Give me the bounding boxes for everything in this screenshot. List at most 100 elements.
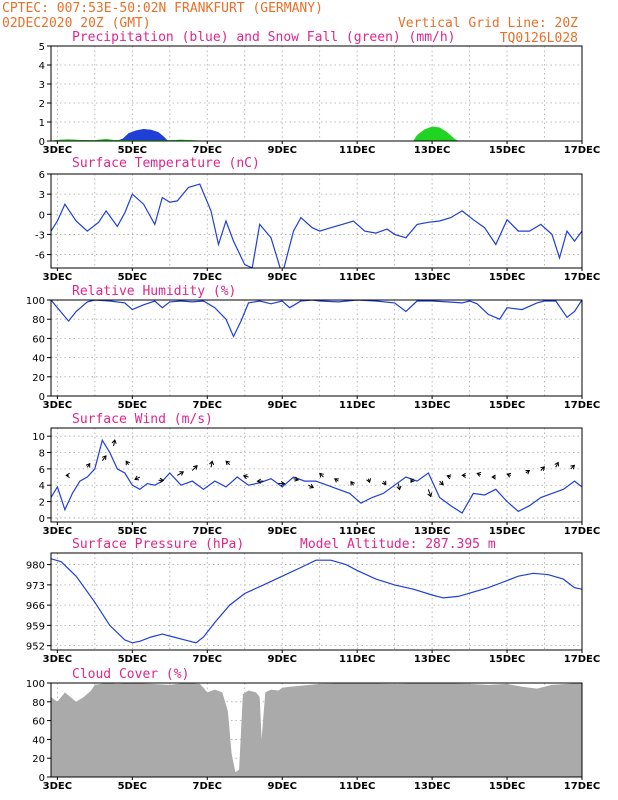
x-tick-label: 3DEC xyxy=(43,145,72,156)
wind-vector-head xyxy=(446,474,452,480)
y-tick-label: 10 xyxy=(32,432,45,443)
y-tick-label: 60 xyxy=(32,334,45,345)
x-tick-label: 11DEC xyxy=(339,526,375,537)
wind-vector xyxy=(177,471,184,476)
panels: 0 1 2 3 4 5 3DEC 5DEC 7DEC 9DEC 11DEC 13DEC 15DEC 17D… xyxy=(26,30,600,792)
x-tick-label: 5DEC xyxy=(118,272,147,283)
wind-vector-head xyxy=(439,480,444,486)
wind-vector-head xyxy=(570,464,576,470)
x-tick-label: 13DEC xyxy=(414,781,450,792)
wind-vector xyxy=(101,455,107,461)
panel-frame xyxy=(50,682,583,778)
panel-frame xyxy=(50,427,583,523)
x-tick-label: 15DEC xyxy=(489,781,525,792)
y-tick-label: 80 xyxy=(32,315,45,326)
y-tick-label: 2 xyxy=(39,99,45,110)
y-tick-label: 20 xyxy=(32,373,45,384)
wind-vector-head xyxy=(225,460,231,466)
panel-1: 0 1 2 3 4 5 3DEC 5DEC 7DEC 9DEC 11DEC 13DEC 15DEC 17D… xyxy=(39,30,601,156)
y-tick-label: -6 xyxy=(35,251,45,262)
x-tick-label: 17DEC xyxy=(564,654,600,665)
y-tick-label: 973 xyxy=(26,581,45,592)
wind-vector-head xyxy=(125,460,131,466)
panel-2: -6 -3 0 3 6 3DEC 5DEC 7DEC 9DEC 11DEC 13DEC 15DEC 17… xyxy=(35,156,600,283)
x-tick-label: 17DEC xyxy=(564,272,600,283)
y-tick-label: 966 xyxy=(26,601,45,612)
x-tick-label: 9DEC xyxy=(267,654,296,665)
panel-frame xyxy=(50,299,583,397)
y-tick-label: 2 xyxy=(39,498,45,509)
panel-5: 952 959 966 973 980 3DEC 5DEC 7DEC 9DEC 11DEC 13DE… xyxy=(26,537,600,665)
x-tick-label: 15DEC xyxy=(489,654,525,665)
y-tick-label: 100 xyxy=(26,296,45,307)
series-line xyxy=(51,558,582,644)
wind-vector-head xyxy=(280,481,286,487)
x-tick-label: 13DEC xyxy=(414,654,450,665)
y-tick-label: 4 xyxy=(39,61,45,72)
wind-vector-head xyxy=(461,472,466,478)
y-tick-label: 100 xyxy=(26,679,45,690)
x-tick-label: 9DEC xyxy=(267,272,296,283)
wind-vector-head xyxy=(476,471,482,477)
wind-vector-head xyxy=(334,478,339,483)
wind-vector-head xyxy=(540,466,546,471)
y-tick-label: 6 xyxy=(39,465,45,476)
x-tick-label: 11DEC xyxy=(339,400,375,411)
x-tick-label: 17DEC xyxy=(564,145,600,156)
y-tick-label: 6 xyxy=(39,170,45,181)
x-tick-label: 5DEC xyxy=(118,145,147,156)
y-tick-label: 80 xyxy=(32,698,45,709)
x-tick-label: 15DEC xyxy=(489,272,525,283)
y-tick-label: 40 xyxy=(32,354,45,365)
x-tick-label: 9DEC xyxy=(267,145,296,156)
y-tick-label: 0 xyxy=(39,210,45,221)
y-tick-label: 959 xyxy=(26,621,45,632)
y-tick-label: 3 xyxy=(39,80,45,91)
y-tick-label: 8 xyxy=(39,449,45,460)
panel-frame xyxy=(50,173,583,269)
wind-vector xyxy=(113,439,116,447)
wind-vector-head xyxy=(159,477,165,483)
y-tick-label: 5 xyxy=(39,42,45,53)
wind-vector-head xyxy=(491,474,496,480)
x-tick-label: 15DEC xyxy=(489,400,525,411)
x-tick-label: 11DEC xyxy=(339,654,375,665)
x-tick-label: 17DEC xyxy=(564,400,600,411)
y-tick-label: -3 xyxy=(35,230,45,241)
wind-vector-head xyxy=(309,483,315,489)
x-tick-label: 9DEC xyxy=(267,400,296,411)
x-tick-label: 5DEC xyxy=(118,654,147,665)
y-tick-label: 1 xyxy=(39,118,45,129)
wind-vector-head xyxy=(554,461,560,467)
series-snow-fall xyxy=(50,126,459,142)
wind-vector-head xyxy=(242,474,248,480)
wind-vector-head xyxy=(525,470,531,475)
x-tick-label: 11DEC xyxy=(339,145,375,156)
wind-vector-head xyxy=(506,472,512,478)
wind-vector-head xyxy=(193,465,198,470)
panel-title: Surface Temperature (nC) xyxy=(72,156,260,171)
x-tick-label: 5DEC xyxy=(118,400,147,411)
x-tick-label: 13DEC xyxy=(414,526,450,537)
panel-frame xyxy=(50,45,583,142)
x-tick-label: 9DEC xyxy=(267,526,296,537)
y-tick-label: 20 xyxy=(32,754,45,765)
header-model: TQ0126L028 xyxy=(500,31,578,46)
y-tick-label: 60 xyxy=(32,717,45,728)
y-tick-label: 0 xyxy=(39,392,45,403)
wind-vector-head xyxy=(366,478,372,484)
x-tick-label: 9DEC xyxy=(267,781,296,792)
wind-vector xyxy=(210,461,213,468)
wind-vector-head xyxy=(319,472,324,478)
wind-vector-head xyxy=(179,471,185,476)
x-tick-label: 13DEC xyxy=(414,272,450,283)
series-precipitation xyxy=(117,128,169,142)
panel-title: Surface Wind (m/s) xyxy=(72,412,213,427)
panel-title: Cloud Cover (%) xyxy=(72,667,189,682)
x-tick-label: 3DEC xyxy=(43,781,72,792)
y-tick-label: 980 xyxy=(26,561,45,572)
x-tick-label: 5DEC xyxy=(118,526,147,537)
x-tick-label: 3DEC xyxy=(43,654,72,665)
x-tick-label: 13DEC xyxy=(414,145,450,156)
wind-vector-head xyxy=(65,472,70,478)
